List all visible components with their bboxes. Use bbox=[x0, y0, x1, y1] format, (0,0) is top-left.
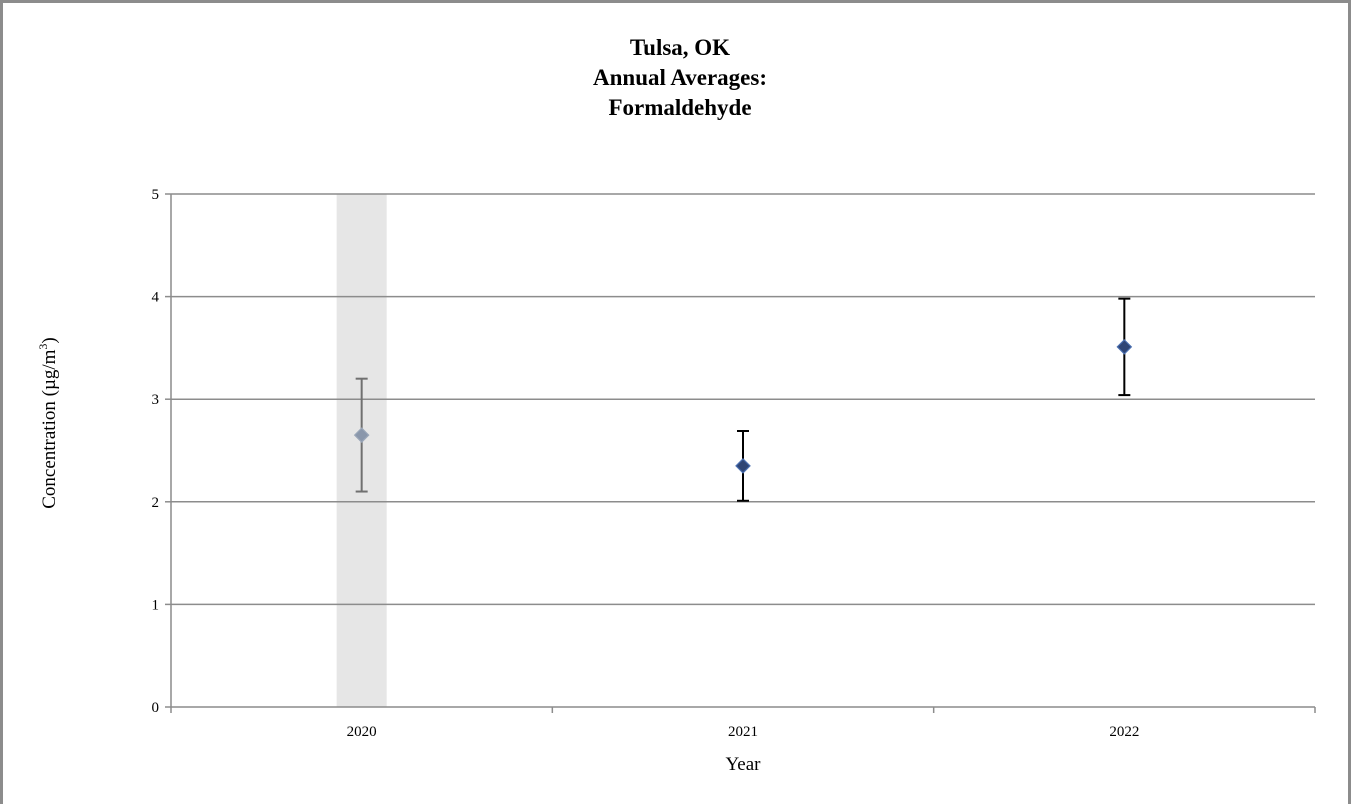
y-axis-title-text: Concentration (µg/m bbox=[39, 349, 60, 508]
y-tick-label-2: 2 bbox=[152, 495, 160, 511]
data-point-2020 bbox=[353, 427, 370, 443]
x-tick-label-2022: 2022 bbox=[1109, 724, 1139, 740]
x-tick-label-2021: 2021 bbox=[728, 724, 758, 740]
chart-title-line-1: Tulsa, OK bbox=[630, 35, 730, 60]
data-point-2022 bbox=[1116, 339, 1133, 355]
y-tick-label-0: 0 bbox=[152, 700, 160, 716]
axis-layer bbox=[165, 193, 1316, 713]
text-layer: Tulsa, OK Annual Averages: Formaldehyde … bbox=[36, 35, 1139, 775]
y-axis-title-superscript: 3 bbox=[36, 344, 50, 350]
y-tick-label-1: 1 bbox=[152, 597, 160, 613]
y-tick-label-3: 3 bbox=[152, 392, 160, 408]
y-axis-title: Concentration (µg/m3) bbox=[36, 337, 60, 509]
data-marks-layer bbox=[353, 297, 1133, 502]
data-point-2021 bbox=[735, 458, 751, 474]
chart-title-line-2: Annual Averages: bbox=[593, 65, 767, 90]
y-axis-title-suffix: ) bbox=[39, 337, 60, 343]
x-axis-title: Year bbox=[725, 754, 761, 775]
chart-title-line-3: Formaldehyde bbox=[608, 95, 751, 120]
chart-svg: Tulsa, OK Annual Averages: Formaldehyde … bbox=[36, 35, 1316, 775]
x-tick-label-2020: 2020 bbox=[347, 724, 377, 740]
y-tick-label-4: 4 bbox=[152, 290, 160, 306]
y-tick-label-5: 5 bbox=[152, 187, 160, 203]
